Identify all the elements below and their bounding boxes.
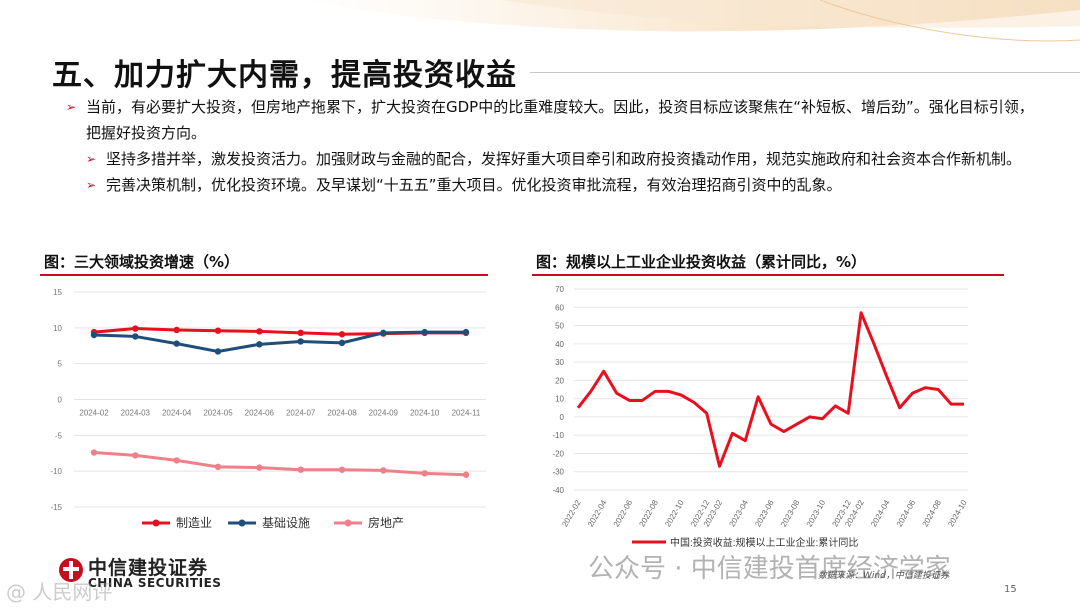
bullet-list: 当前，有必要扩大投资，但房地产拖累下，扩大投资在GDP中的比重难度较大。因此，投… [62, 94, 1042, 198]
data-source: 数据来源：Wind，中信建投证券 [818, 571, 949, 581]
chart2-x-tick: 2023-08 [779, 498, 802, 528]
chart1-x-tick: 2024-03 [121, 409, 151, 418]
chart1-point [338, 466, 346, 473]
chart2-y-tick: 60 [555, 303, 564, 312]
chart2-x-tick: 2022-10 [663, 498, 686, 528]
chart2-x-tick: 2024-08 [921, 498, 944, 528]
chart1-series-line [93, 451, 467, 477]
chart1-x-tick: 2024-11 [452, 409, 481, 418]
chart2-x-tick: 2024-10 [946, 498, 969, 528]
chart2-series-line [576, 311, 964, 468]
chart2-x-tick: 2023-04 [728, 498, 751, 528]
chart1-x-tick: 2024-10 [410, 409, 440, 418]
chart1-point [256, 341, 263, 348]
chart1-title-rule [40, 274, 488, 276]
chart1-point [462, 328, 470, 336]
chart2-y-tick: -10 [552, 431, 564, 440]
chart2-x-tick: 2024-04 [869, 498, 892, 528]
chart1-point [214, 463, 222, 471]
chart1-y-tick: 5 [58, 360, 63, 369]
chart1-point [421, 328, 428, 336]
chart1-title: 图：三大领域投资增速（%） [44, 253, 240, 271]
chart1-legend-marker [238, 519, 246, 527]
bullet-main: 当前，有必要扩大投资，但房地产拖累下，扩大投资在GDP中的比重难度较大。因此，投… [62, 94, 1042, 146]
chart1-x-tick: 2024-02 [79, 409, 109, 418]
page-number: 15 [1004, 584, 1017, 595]
chart1-point [380, 467, 387, 474]
chart1-point [173, 326, 180, 334]
chart2-title-rule [532, 274, 1004, 276]
chart1-point [132, 452, 139, 459]
chart2-x-tick: 2024-06 [895, 498, 918, 528]
chart2-y-tick: 70 [555, 285, 564, 294]
chart1-point [380, 329, 387, 337]
chart1-legend-label: 制造业 [176, 516, 212, 530]
logo-text-cn: 中信建投证券 [88, 557, 209, 579]
chart1-point [214, 327, 222, 334]
chart1-y-tick: -15 [50, 503, 62, 512]
chart2-y-tick: 10 [555, 395, 564, 404]
chart1-point [214, 348, 222, 355]
chart2-x-tick: 2022-08 [637, 498, 660, 528]
chart1-point [297, 466, 304, 473]
chart1-y-tick: 10 [53, 324, 62, 333]
company-logo: 中信建投证券 CHINA SECURITIES [58, 551, 258, 595]
chart1-y-tick: -5 [55, 431, 63, 440]
chart2-y-tick: 30 [555, 358, 564, 367]
chart1-x-tick: 2024-07 [286, 409, 316, 418]
chart1-point [173, 340, 180, 347]
chart2-y-tick: -30 [552, 468, 564, 477]
chart1-point [132, 325, 139, 332]
chart1-x-tick: 2024-05 [203, 409, 233, 418]
chart1-x-tick: 2024-04 [162, 409, 192, 418]
chart1-point [90, 449, 98, 456]
chart2-x-tick: 2023-10 [805, 498, 828, 528]
chart1-point [462, 471, 470, 478]
chart2-x-tick: 2022-06 [612, 498, 635, 528]
chart1-point [421, 470, 428, 477]
chart2-title: 图：规模以上工业企业投资收益（累计同比，%） [536, 253, 867, 271]
bullet-sub-2: 完善决策机制，优化投资环境。及早谋划“十五五”重大项目。优化投资审批流程，有效治… [82, 172, 1042, 198]
chart2-x-tick: 2023-06 [753, 498, 776, 528]
logo-text-en: CHINA SECURITIES [88, 576, 222, 590]
chart2-y-tick: 0 [560, 413, 565, 422]
investment-growth-chart: 15 10 5 0 -5 -10 -15 2024-02 2024-03 2024-04 2024-… [50, 288, 486, 530]
chart1-y-tick: -10 [50, 467, 62, 476]
chart1-point [173, 457, 180, 464]
chart1-y-tick: 0 [58, 396, 63, 405]
chart1-series-line [93, 330, 466, 354]
chart2-y-tick: -40 [552, 486, 564, 495]
chart1-legend-marker [344, 519, 352, 527]
chart2-legend-label: 中国:投资收益:规模以上工业企业:累计同比 [670, 536, 858, 549]
chart1-point [297, 338, 304, 345]
chart2-y-tick: 20 [555, 376, 564, 385]
chart1-legend-marker [152, 519, 160, 527]
chart1-point [90, 331, 98, 339]
chart1-x-tick: 2024-08 [327, 409, 357, 418]
chart1-point [338, 339, 346, 347]
header-swoosh [300, 0, 1080, 42]
chart1-point [297, 329, 304, 337]
page-title: 五、加力扩大内需，提高投资收益 [52, 58, 517, 93]
watermark: 公众号 · 中信建投首席经济学家 [588, 554, 951, 584]
chart2-y-tick: -20 [552, 449, 564, 458]
watermark-small: @ 人民网评 [6, 580, 113, 604]
chart1-point [338, 331, 346, 338]
chart1-point [256, 464, 263, 471]
title-divider [530, 72, 1080, 73]
chart1-point [256, 328, 263, 335]
chart1-point [132, 333, 139, 340]
chart2-y-tick: 50 [555, 322, 564, 331]
chart1-x-tick: 2024-06 [245, 409, 275, 418]
chart2-x-tick: 2022-02 [560, 498, 583, 528]
chart1-x-tick: 2024-09 [369, 409, 399, 418]
chart2-x-tick: 2022-04 [586, 498, 609, 528]
chart1-legend-label: 房地产 [368, 515, 404, 530]
bullet-sub-1: 坚持多措并举，激发投资活力。加强财政与金融的配合，发挥好重大项目牵引和政府投资撬… [82, 146, 1042, 172]
chart1-legend-label: 基础设施 [262, 516, 310, 530]
logo-mark-icon [59, 558, 83, 582]
chart2-y-tick: 40 [555, 340, 564, 349]
chart1-y-tick: 15 [53, 288, 62, 297]
